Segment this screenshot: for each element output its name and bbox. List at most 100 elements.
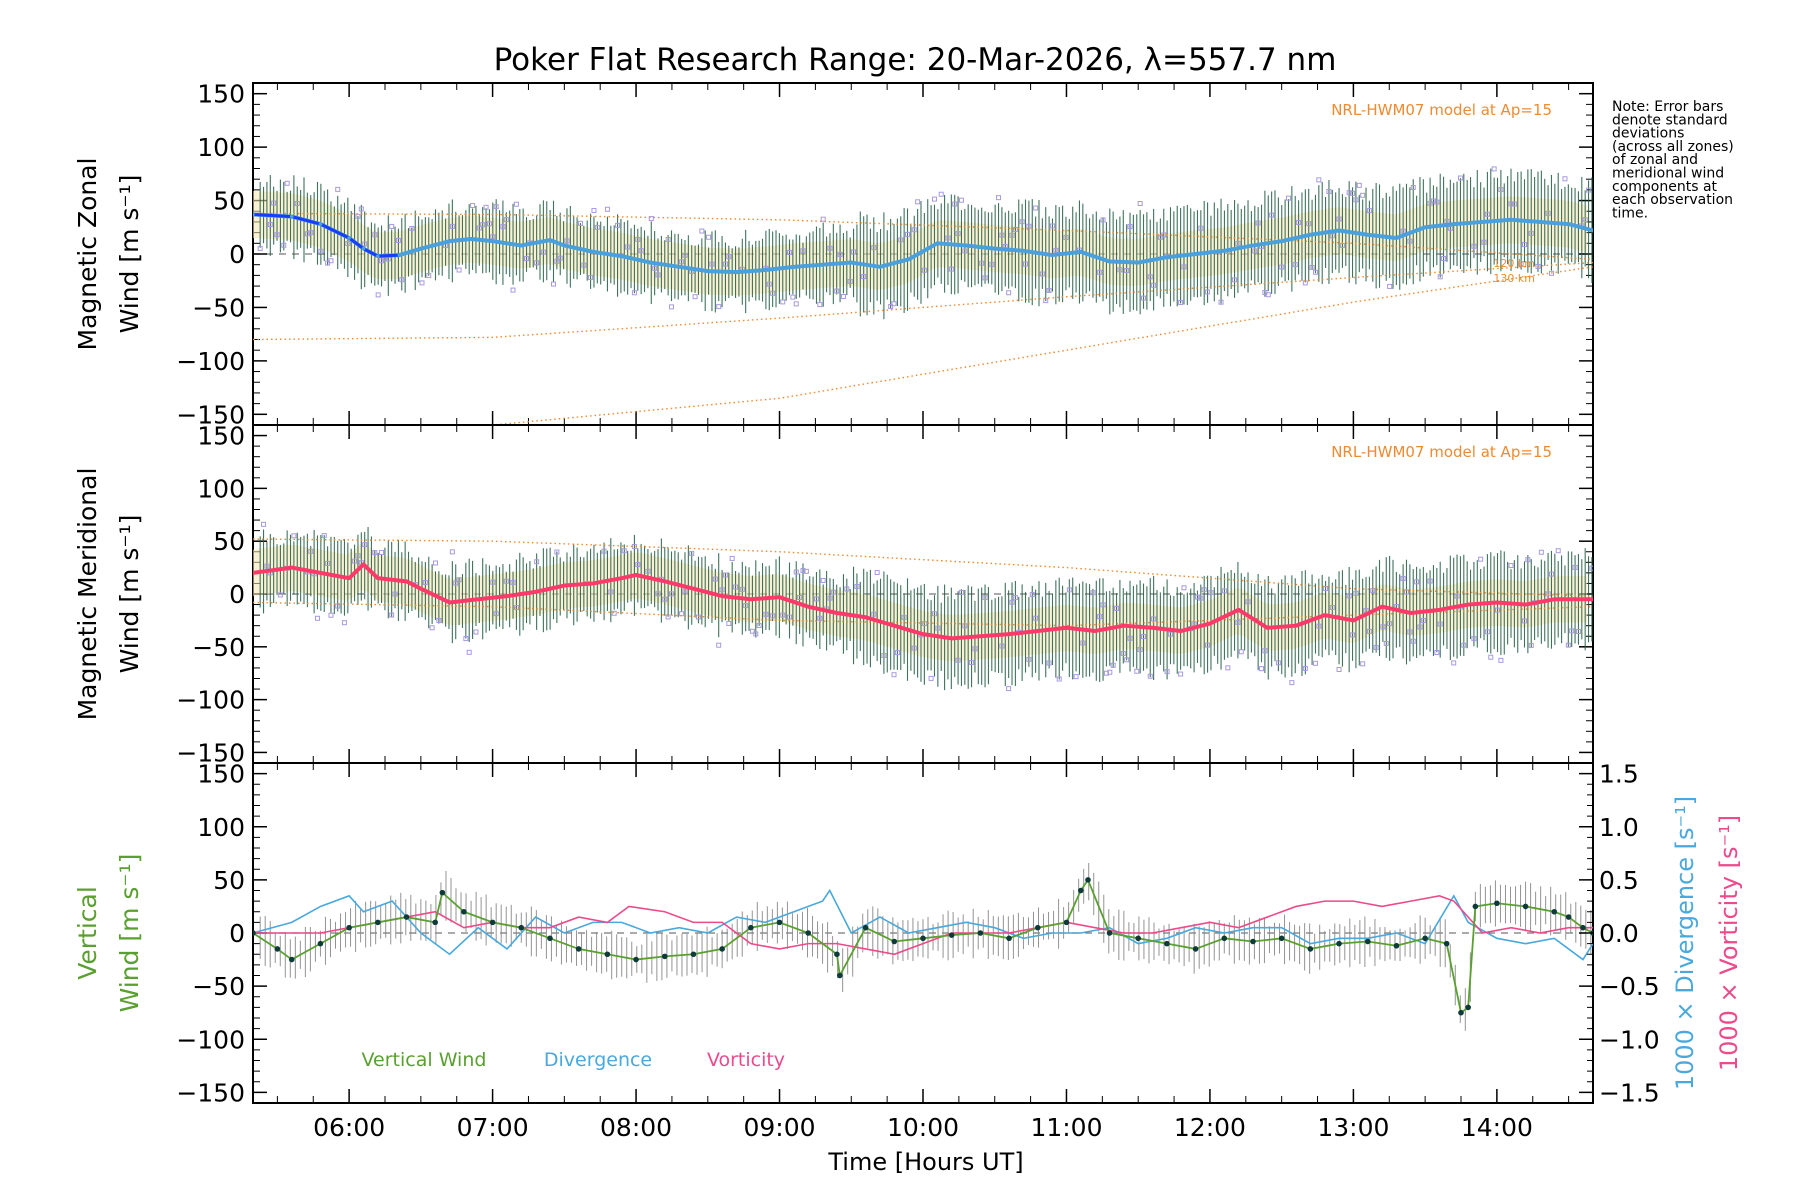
zone-sample-point [257,245,263,251]
mean-wind-point [447,600,452,605]
zone-sample-point [1528,642,1534,648]
zone-sample-point [722,572,728,578]
zone-sample-point [1141,295,1147,301]
zone-sample-point [638,248,644,254]
zone-sample-point [834,288,840,294]
zone-sample-point [1454,593,1460,599]
vertical-wind-point [274,946,281,952]
zone-sample-point [540,249,546,255]
zone-sample-point [1262,648,1268,654]
zone-sample-point [729,555,735,561]
zone-sample-point [911,227,917,233]
zone-sample-point [503,217,509,223]
zone-sample-point [352,558,358,564]
mean-wind-point [1079,250,1083,254]
zone-sample-point [1238,649,1244,655]
zone-sample-point [699,228,705,234]
zone-sample-point [955,657,961,663]
vertical-wind-point [1522,903,1529,910]
zone-sample-point [601,548,607,554]
y-tick-label: 50 [213,527,245,556]
zone-sample-point [1461,642,1467,648]
mean-wind-point [1136,260,1141,265]
zone-sample-point [1275,660,1281,666]
vertical-wind-point [1565,914,1572,920]
zone-sample-point [1046,660,1052,666]
y-tick-label: −100 [176,347,245,376]
zone-sample-point [362,241,368,247]
mean-wind-point [447,239,452,243]
zone-sample-point [389,612,395,618]
zone-sample-point [1316,623,1322,629]
zone-sample-point [554,549,560,555]
mean-wind-point [1351,618,1356,623]
zone-sample-point [513,201,519,207]
zone-sample-point [1400,576,1406,582]
zone-sample-point [476,225,482,231]
zone-sample-point [1521,242,1527,248]
zone-sample-point [1205,289,1211,295]
zone-sample-point [1323,586,1329,592]
x-tick-label: 11:00 [1030,1113,1102,1142]
right-y-tick-label: −0.5 [1599,972,1660,1001]
zone-sample-point [1181,585,1187,591]
mean-wind-point [705,269,710,273]
zone-sample-point [449,549,455,555]
zone-sample-point [426,273,432,279]
right-y-tick-label: 1.0 [1599,813,1639,842]
mean-wind-point [347,236,351,240]
zone-sample-point [490,234,496,240]
zone-sample-point [793,569,799,575]
zone-sample-point [611,610,617,616]
zone-sample-point [564,238,570,244]
y-axis-label: Wind [m s⁻¹] [115,854,144,1013]
zone-sample-point [1407,629,1413,635]
mean-wind-point [419,246,423,251]
zone-sample-point [847,278,853,284]
zone-sample-point [503,578,509,584]
zone-sample-point [1353,197,1359,203]
zone-sample-point [1043,298,1049,304]
zone-spread-band [253,190,1588,296]
zone-sample-point [399,277,405,283]
mean-wind-point [1452,222,1456,226]
zone-sample-point [1346,190,1352,196]
zone-sample-point [581,262,587,268]
zone-sample-point [1471,636,1477,642]
zone-sample-point [662,596,668,602]
mean-wind-point [469,237,473,241]
mean-wind-point [562,583,567,588]
y-tick-label: −150 [176,400,245,429]
zone-sample-point [982,594,988,600]
zone-sample-point [308,230,314,236]
legend-item: Vertical Wind [362,1049,487,1071]
vertical-wind-point [253,930,256,936]
mean-wind-point [1365,232,1370,237]
mean-wind-point [1337,228,1341,233]
zone-sample-point [422,579,428,585]
vertical-wind-point [920,935,926,942]
x-tick-label: 07:00 [457,1113,529,1142]
zone-sample-point [1039,271,1045,277]
mean-wind-point [376,576,380,580]
mean-wind-point [749,597,753,602]
zone-sample-point [335,186,341,192]
zone-sample-point [716,304,722,310]
y-tick-label: −50 [192,293,245,322]
zone-sample-point [844,586,850,592]
mean-wind-point [253,212,255,217]
vertical-wind-point [977,930,984,936]
mean-wind-point [1552,597,1557,602]
vertical-wind-line [253,877,1593,1015]
zone-sample-point [706,234,712,240]
zone-sample-point [1124,657,1130,663]
zone-sample-point [1414,579,1420,585]
note-line: meridional wind [1612,166,1724,182]
mean-wind-point [1308,232,1313,237]
zone-sample-point [419,280,425,286]
zone-sample-point [1225,665,1231,671]
y-tick-label: 50 [213,866,245,895]
vertical-wind-point [1465,1004,1471,1011]
mean-wind-point [677,265,681,269]
vorticity-axis-label: 1000 × Vorticity [s⁻¹] [1715,815,1743,1071]
